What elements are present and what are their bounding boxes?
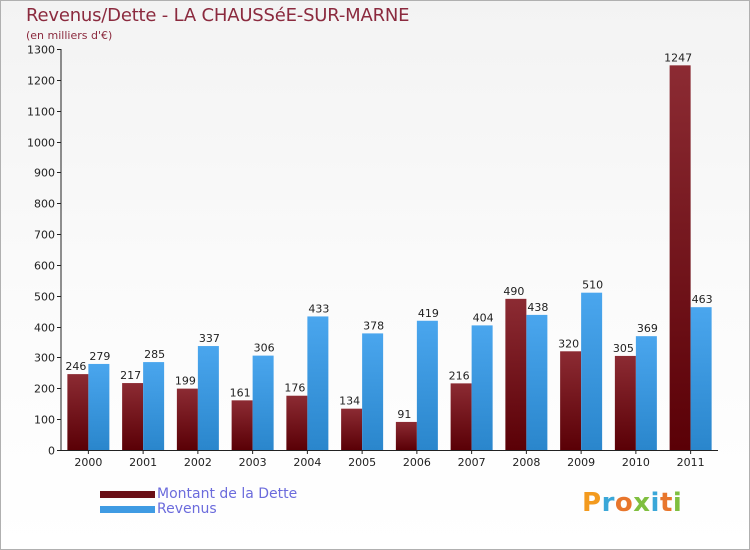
- y-tick-label: 900: [34, 167, 55, 180]
- logo-letter: i: [650, 488, 660, 518]
- data-label-revenus: 404: [473, 311, 494, 324]
- y-tick-label: 1300: [27, 44, 55, 57]
- logo-letter: t: [659, 488, 673, 518]
- logo-letter: o: [614, 488, 634, 518]
- bar-revenus: [581, 292, 603, 450]
- x-tick-label: 2000: [74, 456, 102, 469]
- bar-revenus: [88, 363, 110, 450]
- data-label-revenus: 463: [692, 293, 713, 306]
- y-tick-label: 100: [34, 414, 55, 427]
- y-tick-label: 600: [34, 260, 55, 273]
- legend-label-dette: Montant de la Dette: [157, 486, 298, 502]
- data-label-revenus: 285: [144, 348, 165, 361]
- data-label-revenus: 378: [363, 319, 384, 332]
- x-tick-label: 2004: [293, 456, 321, 469]
- y-tick-label: 800: [34, 198, 55, 211]
- x-tick-label: 2003: [239, 456, 267, 469]
- y-tick-label: 0: [48, 445, 55, 458]
- data-label-revenus: 337: [199, 332, 220, 345]
- bar-revenus: [307, 316, 329, 450]
- logo-letter: x: [633, 488, 651, 518]
- data-label-dette: 216: [449, 369, 470, 382]
- y-tick-label: 700: [34, 229, 55, 242]
- bar-revenus: [416, 320, 438, 450]
- legend-swatch-revenus: [100, 505, 155, 513]
- logo-letter: r: [601, 488, 615, 518]
- bar-dette: [286, 395, 308, 450]
- y-tick-label: 1200: [27, 75, 55, 88]
- data-label-revenus: 433: [308, 302, 329, 315]
- bar-dette: [560, 351, 582, 450]
- bar-revenus: [197, 346, 219, 450]
- legend-item-revenus: Revenus: [100, 501, 217, 517]
- bar-revenus: [471, 325, 493, 450]
- data-label-revenus: 419: [418, 307, 439, 320]
- data-label-dette: 199: [175, 375, 196, 388]
- data-label-dette: 320: [558, 337, 579, 350]
- bar-dette: [122, 383, 144, 450]
- logo-letter: i: [672, 488, 683, 518]
- chart-title: Revenus/Dette - LA CHAUSSéE-SUR-MARNE: [26, 5, 410, 26]
- data-label-revenus: 510: [582, 279, 603, 292]
- bar-revenus: [526, 314, 548, 450]
- data-label-dette: 490: [503, 285, 524, 298]
- data-label-dette: 91: [397, 408, 411, 421]
- bar-revenus: [143, 362, 165, 450]
- bar-dette: [231, 400, 253, 450]
- data-label-revenus: 438: [527, 301, 548, 314]
- x-tick-label: 2007: [458, 456, 486, 469]
- bar-dette: [341, 408, 363, 450]
- x-tick-label: 2011: [677, 456, 705, 469]
- y-tick-label: 500: [34, 291, 55, 304]
- data-label-revenus: 369: [637, 322, 658, 335]
- bar-revenus: [690, 307, 712, 450]
- bar-dette: [67, 374, 89, 450]
- data-label-dette: 176: [284, 382, 305, 395]
- bar-dette: [176, 388, 198, 450]
- proxiti-logo: Proxiti: [582, 488, 682, 518]
- y-tick-label: 200: [34, 383, 55, 396]
- legend-label-revenus: Revenus: [157, 501, 217, 517]
- logo-letter: P: [582, 488, 602, 518]
- bar-dette: [395, 421, 417, 450]
- bar-revenus: [252, 355, 274, 450]
- bar-dette: [505, 298, 527, 450]
- data-label-dette: 134: [339, 395, 360, 408]
- data-label-dette: 246: [65, 360, 86, 373]
- bar-dette: [614, 355, 636, 450]
- data-label-dette: 217: [120, 369, 141, 382]
- x-tick-label: 2008: [512, 456, 540, 469]
- x-tick-label: 2002: [184, 456, 212, 469]
- x-tick-label: 2009: [567, 456, 595, 469]
- x-tick-label: 2005: [348, 456, 376, 469]
- bar-dette: [450, 383, 472, 450]
- bar-revenus: [362, 333, 384, 450]
- x-tick-label: 2010: [622, 456, 650, 469]
- legend-item-dette: Montant de la Dette: [100, 486, 297, 502]
- x-tick-label: 2006: [403, 456, 431, 469]
- bar-revenus: [635, 336, 657, 450]
- data-label-dette: 161: [230, 386, 251, 399]
- y-tick-label: 1000: [27, 137, 55, 150]
- bar-dette: [669, 65, 691, 451]
- data-label-revenus: 279: [89, 350, 110, 363]
- chart-subtitle: (en milliers d'€): [26, 29, 113, 42]
- data-label-dette: 305: [613, 342, 634, 355]
- x-tick-label: 2001: [129, 456, 157, 469]
- data-label-revenus: 306: [254, 342, 275, 355]
- data-label-dette: 1247: [664, 51, 692, 64]
- y-tick-label: 300: [34, 352, 55, 365]
- legend-swatch-dette: [100, 490, 155, 498]
- y-tick-label: 1100: [27, 106, 55, 119]
- y-tick-label: 400: [34, 322, 55, 335]
